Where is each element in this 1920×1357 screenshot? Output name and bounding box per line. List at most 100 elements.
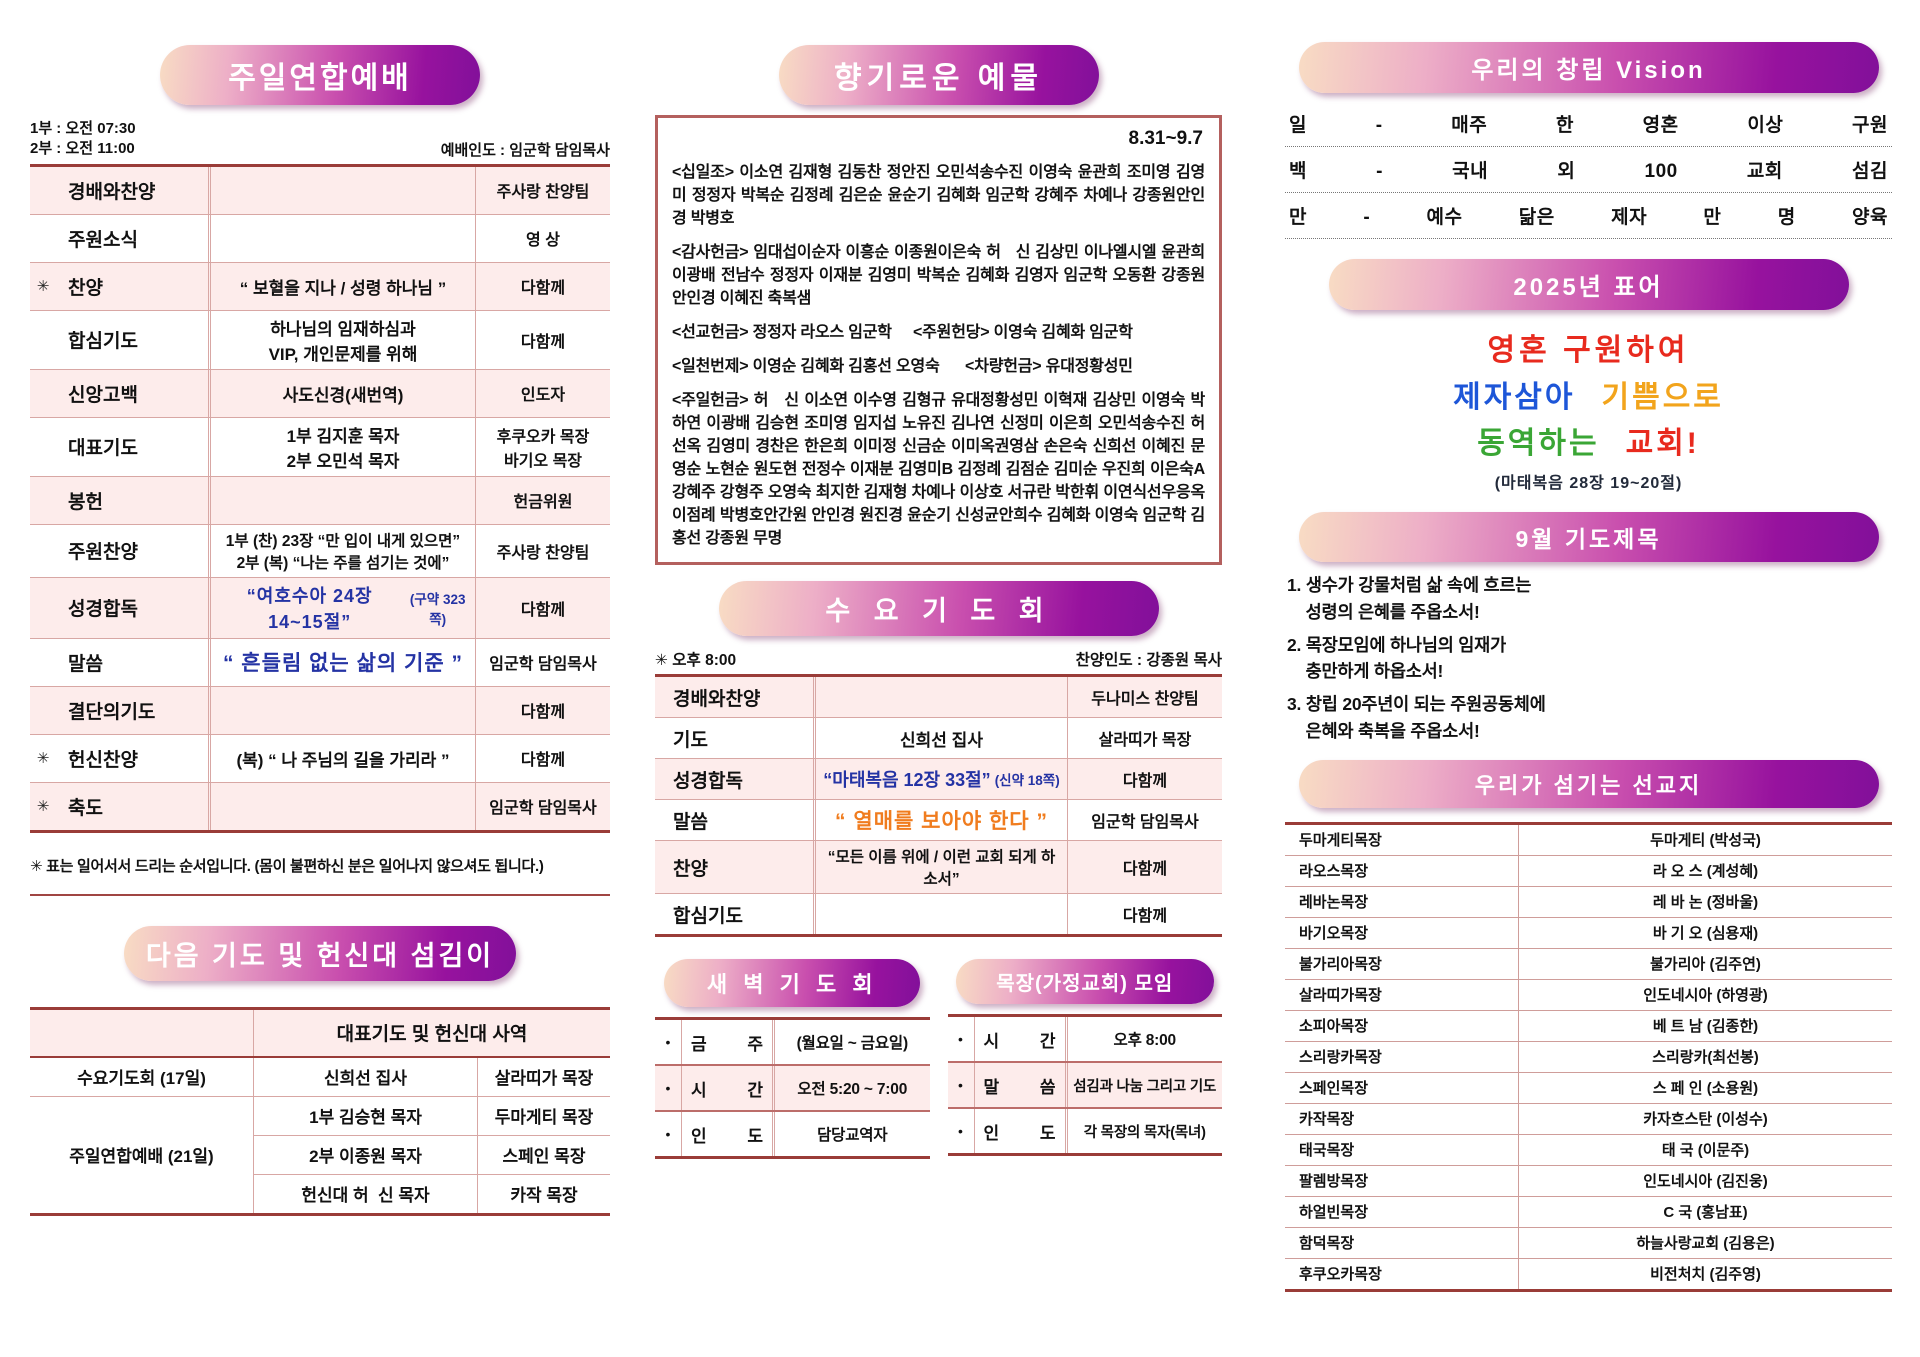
row-content: 담당교역자 (817, 1127, 888, 1145)
dawn-prayer-section: 새 벽 기 도 회 • 금 주 (월요일 ~ 금요일) • 시 간 오전 5:2… (655, 959, 930, 1160)
sunday-worship-section: 주일연합예배 1부 : 오전 07:30 2부 : 오전 11:00 예배인도 … (30, 0, 610, 1216)
bullet-icon: • (655, 1112, 682, 1157)
table-row: 신앙고백 사도신경(새번역) 인도자 (30, 368, 610, 417)
wednesday-time: ✳ 오후 8:00 (655, 652, 737, 670)
divider-line (30, 893, 610, 896)
bullet-icon: • (948, 1063, 975, 1108)
table-row: • 시 간 오전 5:20 ~ 7:00 (655, 1064, 930, 1111)
mokjang-cell: 함덕목장 (1285, 1226, 1519, 1259)
bullet-icon: • (948, 1017, 975, 1062)
table-row: 경배와찬양 주사랑 찬양팀 (30, 166, 610, 214)
row-label: 결단의기도 (68, 701, 156, 723)
table-row: • 시 간 오후 8:00 (948, 1017, 1223, 1062)
sunday-offering-names: <주일헌금> 허 신 이소연 이수영 김형규 유대정황성민 이혁재 김상민 이영… (672, 392, 1205, 548)
row-person: 다함께 (520, 280, 566, 297)
row-person: 헌금위원 (513, 494, 573, 511)
slogan-scripture-ref: (마태복음 28장 19~20절) (1494, 474, 1683, 492)
row-content: 사도신경(새번역) (208, 369, 476, 417)
row-label: 인 도 (682, 1112, 775, 1157)
mission-offering-names: <선교헌금> 정정자 라오스 임군학 <주원헌당> 이영숙 김혜화 임군학 (672, 324, 1133, 342)
row-label: 주원찬양 (68, 542, 138, 563)
table-row: 대표기도 1부 김지훈 목자 2부 오민석 목자 후쿠오카 목장 바기오 목장 (30, 416, 610, 476)
bullet-icon: • (655, 1066, 682, 1111)
table-row: 하얼빈목장 C 국 (홍남표) (1285, 1195, 1892, 1228)
table-row: ✳ 헌신찬양 (복) “ 나 주님의 길을 가리라 ” 다함께 (30, 733, 610, 782)
row-content: 신희선 집사 (813, 718, 1068, 759)
table-row: 불가리아목장 불가리아 (김주연) (1285, 947, 1892, 980)
row-label: 시 간 (975, 1017, 1068, 1062)
mokjang-cell: 두마게티목장 (1285, 822, 1519, 856)
table-row: 바기오목장 바 기 오 (심용재) (1285, 916, 1892, 949)
row-person: 임군학 담임목사 (1091, 814, 1199, 832)
bullet-icon: • (948, 1109, 975, 1154)
vision-item: 일 - 매주 한 영혼 이상 구원 (1285, 101, 1892, 147)
row-content: (복) “ 나 주님의 길을 가리라 ” (208, 734, 476, 782)
row-label: 기도 (673, 729, 708, 751)
mokjang-cell: 스리랑카목장 (1285, 1040, 1519, 1073)
row-label: 신앙고백 (68, 384, 138, 406)
row-content: “ 보혈을 지나 / 성령 하나님 ” (208, 262, 476, 310)
row-content: “모든 이름 위에 / 이런 교회 되게 하소서” (813, 841, 1068, 894)
row-content (813, 894, 1068, 935)
mokjang-cell: 불가리아목장 (1285, 947, 1519, 980)
slogan-line-3: 동역하는 교회! (1477, 427, 1700, 460)
stand-mark: ✳ (36, 278, 50, 295)
row-content-scripture: “여호수아 24장 14~15절” (구약 323쪽) (208, 577, 476, 638)
table-row: 주일연합예배 (21일) 1부 김승현 목자 두마게티 목장 (30, 1095, 610, 1215)
row-content-scripture: “마태복음 12장 33절” (신약 18쪽) (813, 759, 1068, 800)
vision-list: 일 - 매주 한 영혼 이상 구원 백 - 국내 외 100 교회 섬김 만 -… (1285, 101, 1892, 239)
field-cell: 불가리아 (김주연) (1518, 947, 1892, 980)
worship-times-row: 1부 : 오전 07:30 2부 : 오전 11:00 예배인도 : 임군학 담… (30, 119, 610, 160)
row-label: 성경합독 (673, 770, 743, 792)
mission-fields-title: 우리가 섬기는 선교지 (1298, 759, 1879, 808)
row-person: 주사랑 찬양팀 (496, 544, 590, 562)
offerings-box: 8.31~9.7 <십일조> 이소연 김재형 김동찬 정안진 오민석송수진 이영… (655, 115, 1222, 566)
sunday-worship-title: 주일연합예배 (160, 45, 480, 105)
team-cell: 카작 목장 (477, 1173, 610, 1215)
stand-mark: ✳ (36, 750, 50, 767)
mission-fields-table: 두마게티목장 두마게티 (박성국) 라오스목장 라 오 스 (계성혜) 레바논목장 레… (1285, 821, 1892, 1292)
row-person: 다함께 (520, 752, 566, 769)
sunday-worship-table: 경배와찬양 주사랑 찬양팀 주원소식 영 상 ✳ 찬양 “ 보혈을 지나 / 성… (30, 163, 610, 833)
field-cell: 레 바 논 (정바울) (1518, 885, 1892, 918)
field-cell: 스리랑카(최선봉) (1518, 1040, 1892, 1073)
row-label: 말 씀 (975, 1063, 1068, 1108)
table-row: 카작목장 카자흐스탄 (이성수) (1285, 1102, 1892, 1135)
table-row: 찬양 “모든 이름 위에 / 이런 교회 되게 하소서” 다함께 (655, 840, 1222, 894)
header-cell: 대표기도 및 헌신대 사역 (253, 1007, 610, 1058)
table-row: 말씀 “ 열매를 보아야 한다 ” 임군학 담임목사 (655, 799, 1222, 841)
row-content (208, 782, 476, 830)
table-row: ✳ 축도 임군학 담임목사 (30, 781, 610, 830)
row-label: 축도 (68, 797, 103, 819)
row-content-sermon-title: “ 열매를 보아야 한다 ” (813, 800, 1068, 841)
field-cell: 카자흐스탄 (이성수) (1518, 1102, 1892, 1135)
row-label: 말씀 (68, 653, 103, 675)
table-row: 두마게티목장 두마게티 (박성국) (1285, 822, 1892, 856)
field-cell: 비전처치 (김주영) (1518, 1257, 1892, 1291)
table-row: 스리랑카목장 스리랑카(최선봉) (1285, 1040, 1892, 1073)
table-row: 레바논목장 레 바 논 (정바울) (1285, 885, 1892, 918)
table-row: 기도 신희선 집사 살라띠가 목장 (655, 717, 1222, 759)
table-row: 살라띠가목장 인도네시아 (하영광) (1285, 978, 1892, 1011)
table-row: 헌신대 허 신 목자 카작 목장 (30, 1173, 610, 1215)
row-label: 인 도 (975, 1109, 1068, 1154)
mokjang-cell: 카작목장 (1285, 1102, 1519, 1135)
table-row: 태국목장 태 국 (이문주) (1285, 1133, 1892, 1166)
field-cell: 인도네시아 (김진웅) (1518, 1164, 1892, 1197)
row-label: 경배와찬양 (68, 181, 156, 203)
home-church-table: • 시 간 오후 8:00 • 말 씀 섬김과 나눔 그리고 기도 • 인 도 … (947, 1014, 1223, 1157)
row-label: 시 간 (682, 1066, 775, 1111)
row-person: 살라띠가 목장 (1098, 732, 1192, 750)
row-person: 영 상 (526, 232, 560, 249)
team-cell: 스페인 목장 (477, 1134, 610, 1175)
row-content-sermon-title: “ 흔들림 없는 삶의 기준 ” (208, 638, 476, 686)
mokjang-cell: 후쿠오카목장 (1285, 1257, 1519, 1291)
table-row: 소피아목장 베 트 남 (김종한) (1285, 1009, 1892, 1042)
row-person: 다함께 (1122, 908, 1168, 926)
offerings-date-range: 8.31~9.7 (1128, 128, 1204, 149)
mokjang-cell: 팔렘방목장 (1285, 1164, 1519, 1197)
worship-leader: 예배인도 : 임군학 담임목사 (440, 141, 610, 159)
field-cell: 스 페 인 (소용원) (1518, 1071, 1892, 1104)
row-content: 오후 8:00 (1113, 1032, 1177, 1050)
row-person: 다함께 (520, 601, 566, 619)
